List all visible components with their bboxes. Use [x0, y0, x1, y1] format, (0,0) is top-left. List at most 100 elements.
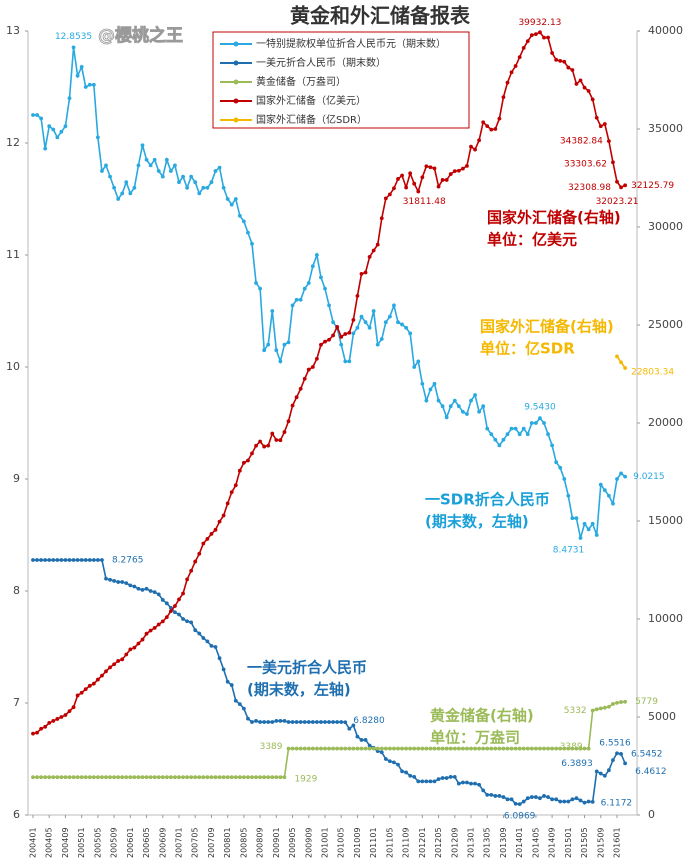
- point: [128, 191, 133, 196]
- point: [367, 325, 372, 330]
- point: [521, 799, 526, 804]
- point: [501, 437, 506, 442]
- point: [266, 775, 271, 780]
- point: [43, 146, 48, 151]
- point: [112, 185, 117, 190]
- point: [63, 775, 68, 780]
- point: [213, 169, 218, 173]
- point: [538, 30, 542, 35]
- point: [246, 775, 250, 780]
- point: [347, 746, 352, 751]
- point: [485, 124, 490, 128]
- point: [47, 720, 52, 725]
- point: [164, 775, 169, 780]
- point: [302, 746, 307, 751]
- point: [481, 746, 486, 751]
- point: [375, 242, 380, 247]
- point: [83, 687, 88, 692]
- point: [347, 359, 352, 364]
- point: [440, 776, 445, 780]
- point: [623, 699, 628, 704]
- point: [396, 746, 400, 751]
- legend-marker: [233, 41, 239, 47]
- x-tick-label: 200705: [191, 827, 200, 858]
- point: [444, 178, 449, 182]
- point: [63, 713, 68, 717]
- point: [79, 775, 84, 780]
- point: [181, 174, 185, 179]
- point: [602, 705, 607, 710]
- point: [485, 792, 490, 797]
- point: [302, 376, 307, 381]
- point: [400, 746, 404, 751]
- point: [193, 628, 198, 633]
- point: [550, 443, 555, 448]
- annotation: 一美元折合人民币: [247, 659, 367, 677]
- point: [469, 398, 473, 403]
- point: [104, 576, 108, 581]
- point: [400, 173, 404, 178]
- x-tick-label: 201501: [564, 827, 573, 858]
- annotation: (期末数，左轴): [425, 513, 529, 531]
- point: [517, 432, 522, 437]
- x-tick-label: 201405: [531, 827, 540, 858]
- point: [436, 777, 441, 782]
- point: [497, 443, 502, 448]
- point: [521, 426, 526, 431]
- point: [100, 558, 104, 562]
- point: [132, 645, 137, 650]
- point: [164, 601, 169, 606]
- point: [314, 720, 319, 724]
- point: [148, 628, 153, 633]
- point: [517, 802, 522, 807]
- x-tick-label: 200509: [110, 827, 119, 858]
- point: [152, 157, 157, 162]
- point: [586, 89, 591, 93]
- point: [400, 322, 404, 327]
- point: [128, 647, 133, 652]
- point: [371, 248, 376, 253]
- point: [250, 241, 254, 246]
- point: [327, 746, 331, 751]
- point: [327, 303, 331, 308]
- point: [327, 337, 331, 342]
- point: [615, 751, 619, 756]
- point: [554, 797, 559, 802]
- point: [87, 775, 92, 780]
- point: [177, 612, 181, 617]
- point: [193, 180, 198, 185]
- point: [408, 773, 413, 778]
- point: [217, 165, 222, 170]
- value-label: 32308.98: [568, 183, 611, 193]
- point: [404, 746, 409, 751]
- point: [619, 185, 623, 190]
- point: [351, 317, 356, 322]
- point: [509, 746, 514, 751]
- point: [75, 693, 80, 698]
- point: [294, 746, 299, 751]
- point: [181, 591, 185, 596]
- point: [574, 516, 579, 521]
- point: [205, 537, 210, 541]
- point: [71, 558, 76, 562]
- y2-tick-label: 15000: [648, 514, 683, 527]
- point: [396, 320, 400, 325]
- point: [562, 477, 567, 481]
- point: [335, 720, 340, 724]
- point: [594, 115, 599, 120]
- point: [310, 746, 315, 751]
- value-label: 5779: [635, 697, 658, 707]
- point: [286, 419, 291, 424]
- point: [185, 619, 190, 624]
- point: [493, 437, 498, 442]
- point: [120, 580, 125, 584]
- point: [189, 775, 194, 780]
- point: [266, 720, 271, 724]
- legend-box: [212, 31, 470, 129]
- point: [225, 501, 230, 506]
- point: [501, 795, 506, 799]
- point: [460, 409, 465, 414]
- point: [444, 776, 449, 780]
- annotation: 单位：亿SDR: [480, 340, 575, 358]
- point: [83, 775, 88, 780]
